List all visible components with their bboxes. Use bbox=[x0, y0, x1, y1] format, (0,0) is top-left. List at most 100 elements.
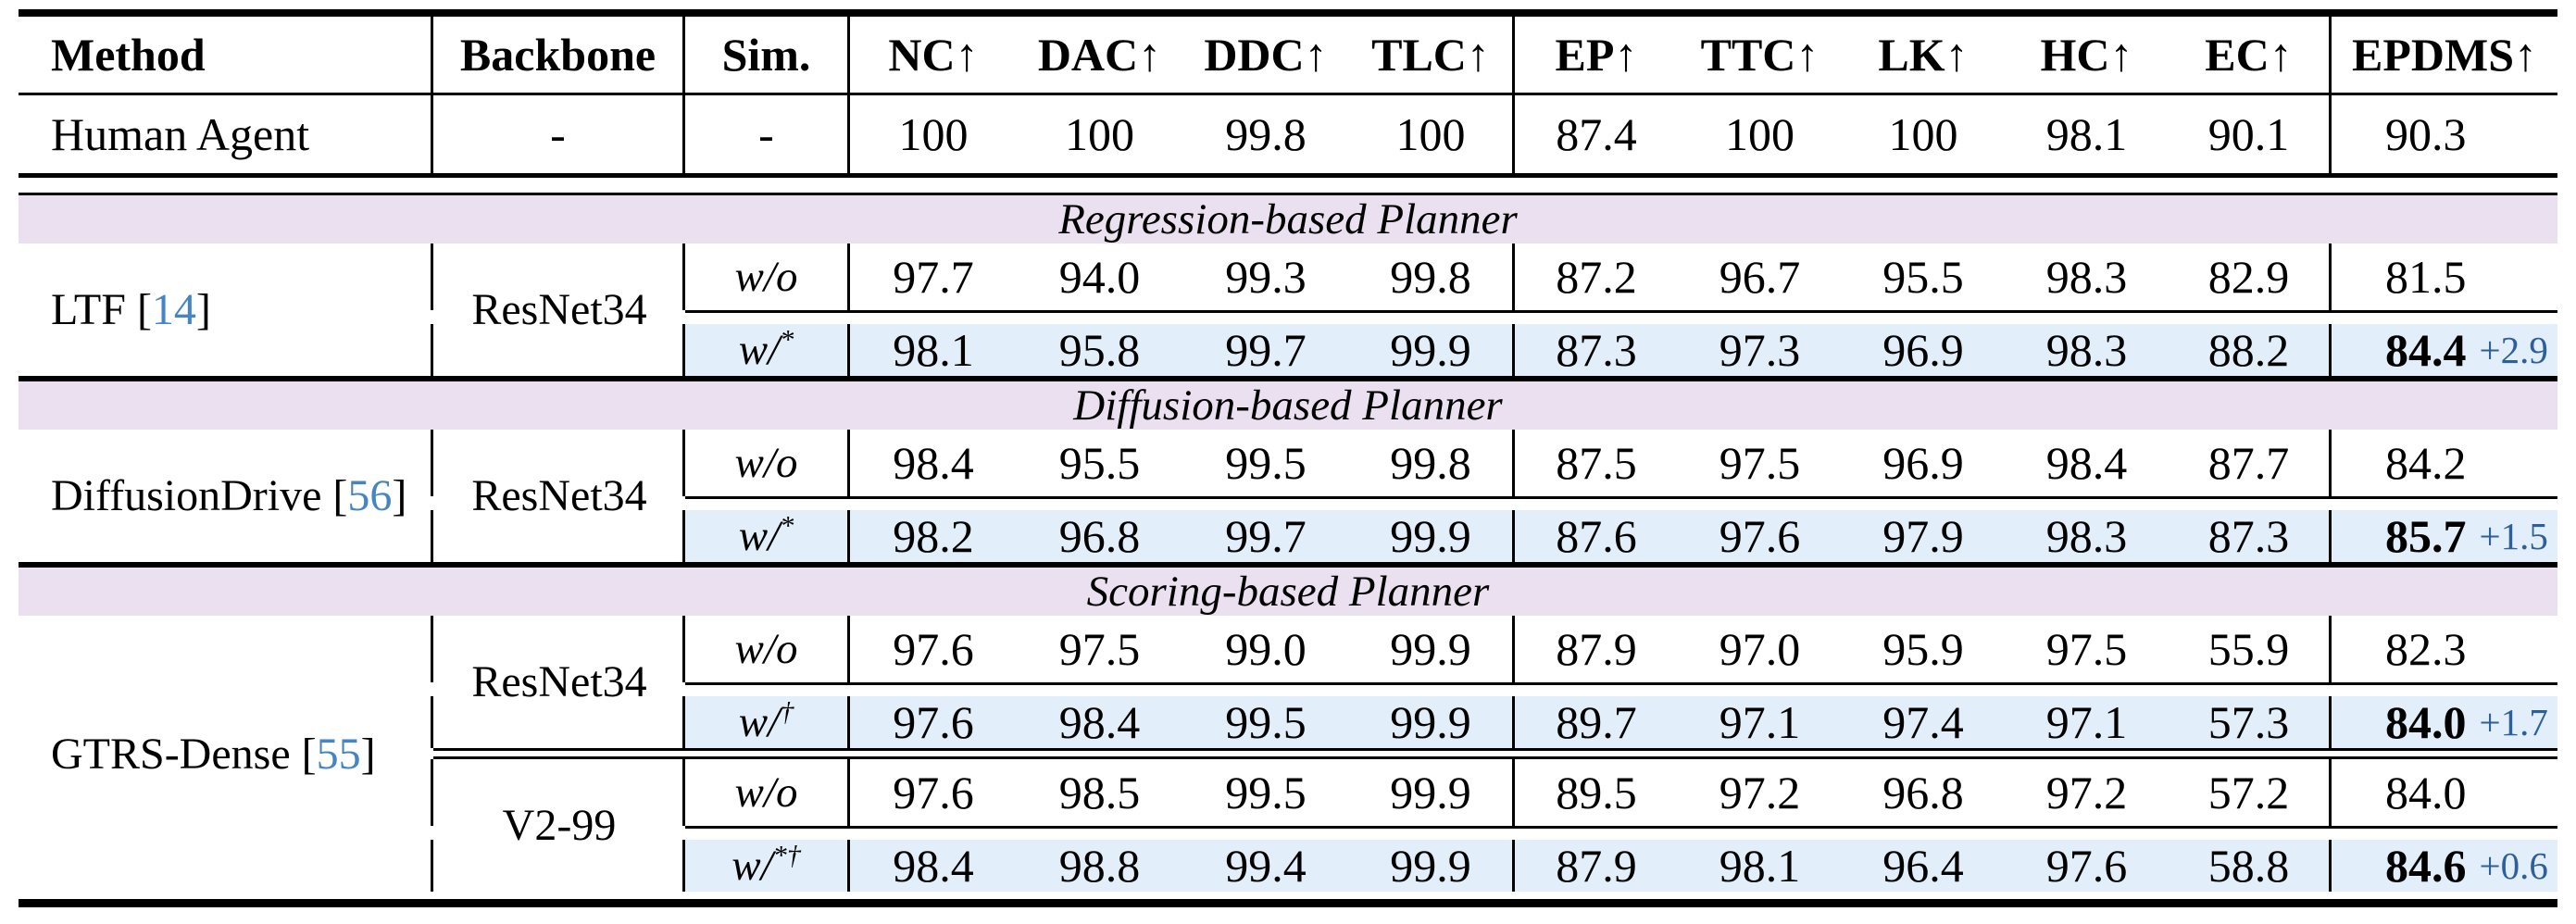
divider-rule bbox=[19, 173, 2557, 178]
metric-cell: 87.6 bbox=[1515, 510, 1678, 562]
table-row: w/o 98.4 95.5 99.5 99.8 87.5 97.5 96.9 98.4 87.7 8… bbox=[19, 430, 2557, 496]
backbone-label: ResNet34 bbox=[471, 471, 647, 520]
sim-cell: w/o bbox=[685, 759, 850, 826]
results-table: Method Backbone Sim. NC↑ DAC↑ DDC↑ TLC↑ … bbox=[19, 9, 2557, 907]
citation-link[interactable]: 55 bbox=[316, 729, 361, 779]
metric-cell: 97.5 bbox=[1058, 623, 1141, 675]
metric-cell: 99.8 bbox=[1225, 108, 1307, 160]
method-cell bbox=[19, 430, 433, 496]
col-header-ec: EC↑ bbox=[2169, 17, 2332, 93]
epdms-value: 84.6 bbox=[2385, 840, 2467, 892]
metric-cell: 98.4 bbox=[2045, 437, 2128, 489]
delta-badge: +1.7 bbox=[2479, 701, 2548, 743]
metric-cell: 98.1 bbox=[2045, 108, 2128, 160]
method-label: DiffusionDrive [56] bbox=[51, 471, 407, 520]
metric-cell: 98.3 bbox=[2045, 251, 2128, 303]
paper-page: { "colors": { "section_band": "#EBE0F0",… bbox=[0, 9, 2576, 924]
method-cell bbox=[19, 696, 433, 748]
header-rule bbox=[19, 93, 2557, 95]
col-header-backbone: Backbone bbox=[433, 17, 685, 93]
backbone-block: w/o 97.6 97.5 99.0 99.9 87.9 97.0 95.9 97.5 55.9 8… bbox=[19, 616, 2557, 748]
divider-rule bbox=[19, 562, 2557, 568]
metric-cell: 99.5 bbox=[1225, 437, 1307, 489]
citation-link[interactable]: 56 bbox=[347, 471, 393, 520]
metric-cell: 98.4 bbox=[893, 437, 974, 489]
metric-cell: 95.5 bbox=[1882, 251, 1964, 303]
metric-cell: 98.2 bbox=[850, 510, 1017, 562]
top-rule bbox=[19, 9, 2557, 17]
col-header-epdms: EPDMS↑ bbox=[2352, 29, 2537, 81]
sim-label: w/† bbox=[738, 696, 794, 746]
col-header-nc: NC↑ bbox=[888, 29, 979, 81]
partial-rule bbox=[685, 682, 2557, 685]
backbone-block: w/o 97.7 94.0 99.3 99.8 87.2 96.7 95.5 98.3 82.9 8… bbox=[19, 243, 2557, 376]
metric-cell: 87.5 bbox=[1556, 437, 1637, 489]
metric-cell: 100 bbox=[1725, 108, 1794, 160]
double-rule-gap bbox=[19, 751, 2557, 756]
metric-cell: 57.2 bbox=[2169, 759, 2332, 826]
col-header-ep: EP↑ bbox=[1555, 29, 1638, 81]
col-header-lk: LK↑ bbox=[1878, 29, 1969, 81]
metric-cell: 97.0 bbox=[1719, 623, 1801, 675]
metric-cell: 98.3 bbox=[2005, 324, 2169, 376]
partial-rule bbox=[685, 310, 2557, 313]
sim-label: w/o bbox=[734, 768, 798, 817]
epdms-value: 82.3 bbox=[2385, 623, 2467, 675]
metric-cell: 98.1 bbox=[1678, 840, 1842, 892]
metric-cell: 98.4 bbox=[1017, 696, 1182, 748]
method-cell bbox=[19, 510, 433, 562]
metric-cell: 99.8 bbox=[1349, 430, 1515, 496]
metric-cell: 97.1 bbox=[2005, 696, 2169, 748]
method-cell: Human Agent bbox=[19, 95, 433, 173]
sim-superscript: *† bbox=[772, 840, 801, 871]
backbone-cell bbox=[433, 759, 685, 826]
metric-cell: 87.7 bbox=[2169, 430, 2332, 496]
metric-cell: 96.9 bbox=[1842, 324, 2005, 376]
metric-cell: 97.7 bbox=[893, 251, 974, 303]
epdms-value: 84.2 bbox=[2385, 437, 2467, 489]
backbone-cell bbox=[433, 696, 685, 748]
sim-cell: w/o bbox=[685, 616, 850, 682]
metric-cell: 99.0 bbox=[1225, 623, 1307, 675]
sim-label: w/o bbox=[734, 625, 798, 673]
table-row: w/o 97.7 94.0 99.3 99.8 87.2 96.7 95.5 98.3 82.9 8… bbox=[19, 243, 2557, 310]
metric-cell: 99.9 bbox=[1349, 759, 1515, 826]
metric-cell: 99.9 bbox=[1349, 616, 1515, 682]
epdms-value: 81.5 bbox=[2385, 251, 2467, 303]
sim-label: w/o bbox=[734, 439, 798, 487]
metric-cell: 99.3 bbox=[1225, 251, 1307, 303]
backbone-block: w/o 98.4 95.5 99.5 99.8 87.5 97.5 96.9 98.4 87.7 8… bbox=[19, 430, 2557, 562]
metric-cell: 98.1 bbox=[850, 324, 1017, 376]
metric-cell: 98.5 bbox=[1058, 767, 1141, 818]
sim-cell: w/*† bbox=[685, 840, 850, 892]
metric-cell: 55.9 bbox=[2169, 616, 2332, 682]
backbone-label: ResNet34 bbox=[471, 657, 647, 706]
sim-cell: - bbox=[685, 95, 850, 173]
metric-cell: 96.8 bbox=[1882, 767, 1964, 818]
sim-label: w/*† bbox=[732, 840, 801, 890]
backbone-cell bbox=[433, 840, 685, 892]
epdms-cell: 82.3 bbox=[2332, 616, 2557, 682]
method-cell bbox=[19, 324, 433, 376]
epdms-cell: 84.0 +1.7 bbox=[2332, 696, 2557, 748]
table-row: w/*† 98.4 98.8 99.4 99.9 87.9 98.1 96.4 97.6 58.8… bbox=[19, 840, 2557, 892]
epdms-cell: 81.5 bbox=[2332, 243, 2557, 310]
col-header-method: Method bbox=[19, 17, 433, 93]
divider-rule bbox=[19, 376, 2557, 381]
method-cell bbox=[19, 840, 433, 892]
method-label: LTF [14] bbox=[51, 285, 211, 334]
col-header-tlc: TLC↑ bbox=[1349, 17, 1515, 93]
metric-cell: 87.9 bbox=[1515, 840, 1678, 892]
epdms-cell: 84.6 +0.6 bbox=[2332, 840, 2557, 892]
metric-cell: 96.8 bbox=[1017, 510, 1182, 562]
bottom-rule bbox=[19, 899, 2557, 907]
backbone-cell bbox=[433, 616, 685, 682]
metric-cell: 100 bbox=[1888, 108, 1958, 160]
citation-link[interactable]: 14 bbox=[151, 285, 196, 334]
method-label: GTRS-Dense [55] bbox=[51, 729, 376, 779]
method-name: DiffusionDrive bbox=[51, 471, 322, 520]
epdms-value: 84.0 bbox=[2385, 696, 2467, 748]
double-rule-line bbox=[433, 748, 2557, 751]
metric-cell: 99.5 bbox=[1182, 696, 1349, 748]
metric-cell: 96.4 bbox=[1842, 840, 2005, 892]
